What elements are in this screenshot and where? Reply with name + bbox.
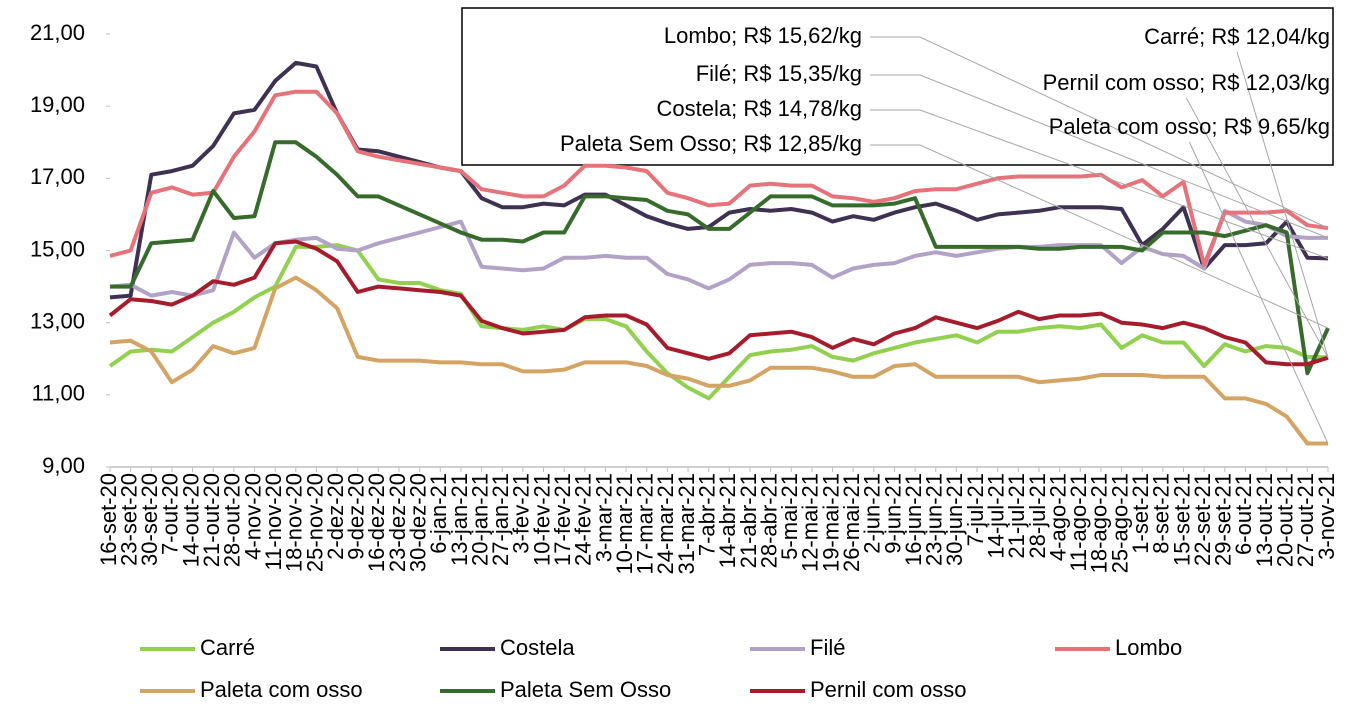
x-tick-label: 20-out-21: [1273, 473, 1298, 567]
x-tick-label: 23-jun-21: [922, 473, 947, 566]
x-tick-label: 17-fev-21: [550, 473, 575, 566]
x-tick-label: 21-jul-21: [1004, 473, 1029, 559]
x-tick-label: 27-jan-21: [488, 473, 513, 566]
x-tick-label: 5-mai-21: [777, 473, 802, 560]
annotation: Pernil com osso; R$ 12,03/kg: [1043, 70, 1330, 95]
x-tick-label: 3-fev-21: [509, 473, 534, 554]
x-tick-label: 4-ago-21: [1045, 473, 1070, 561]
x-tick-label: 27-out-21: [1293, 473, 1318, 567]
x-tick-label: 3-mar-21: [591, 473, 616, 562]
y-tick-label: 9,00: [42, 453, 85, 478]
x-tick-label: 30-jun-21: [942, 473, 967, 566]
leader-line: [1185, 97, 1329, 358]
y-tick-label: 21,00: [30, 20, 85, 45]
legend-label: Paleta Sem Osso: [500, 677, 671, 702]
annotation: Costela; R$ 14,78/kg: [657, 96, 862, 121]
x-tick-label: 4-nov-20: [240, 473, 265, 560]
x-tick-label: 14-out-20: [178, 473, 203, 567]
x-tick-label: 16-dez-20: [364, 473, 389, 572]
x-tick-label: 18-ago-21: [1087, 473, 1112, 573]
x-tick-label: 7-out-20: [158, 473, 183, 555]
x-tick-label: 10-fev-21: [529, 473, 554, 566]
series-line: [109, 208, 1328, 298]
x-tick-label: 28-out-20: [220, 473, 245, 567]
x-tick-label: 9-dez-20: [344, 473, 369, 560]
x-tick-label: 21-out-20: [199, 473, 224, 567]
x-tick-label: 25-nov-20: [302, 473, 327, 572]
series-line: [109, 89, 1329, 267]
leader-line: [1236, 51, 1329, 358]
x-tick-label: 18-nov-20: [282, 473, 307, 572]
x-tick-label: 26-mai-21: [839, 473, 864, 572]
x-tick-label: 31-mar-21: [674, 473, 699, 574]
series-line: [109, 275, 1328, 446]
x-tick-label: 10-mar-21: [612, 473, 637, 574]
leader-line: [870, 74, 1329, 239]
legend-label: Pernil com osso: [810, 677, 967, 702]
x-tick-label: 28-jul-21: [1025, 473, 1050, 559]
legend-label: Carré: [200, 635, 255, 660]
legend-label: Filé: [810, 635, 845, 660]
x-tick-label: 19-mai-21: [818, 473, 843, 572]
x-tick-label: 9-jun-21: [880, 473, 905, 554]
x-tick-label: 16-jun-21: [901, 473, 926, 566]
y-tick-label: 19,00: [30, 92, 85, 117]
x-tick-label: 15-set-21: [1169, 473, 1194, 566]
x-tick-label: 2-jun-21: [860, 473, 885, 554]
legend-label: Lombo: [1115, 635, 1182, 660]
x-tick-label: 23-dez-20: [385, 473, 410, 572]
annotation: Lombo; R$ 15,62/kg: [664, 23, 862, 48]
series-line: [110, 140, 1330, 376]
x-tick-label: 11-nov-20: [261, 473, 286, 570]
leader-line: [870, 144, 1329, 329]
x-tick-label: 13-out-21: [1252, 473, 1277, 567]
x-tick-label: 1-set-21: [1128, 473, 1153, 554]
annotation: Paleta com osso; R$ 9,65/kg: [1049, 114, 1330, 139]
annotation: Paleta Sem Osso; R$ 12,85/kg: [560, 131, 862, 156]
x-tick-label: 11-ago-21: [1066, 473, 1091, 572]
x-tick-label: 2-dez-20: [323, 473, 348, 560]
legend-label: Costela: [500, 635, 575, 660]
leader-line: [870, 109, 1329, 259]
annotation: Filé; R$ 15,35/kg: [696, 61, 862, 86]
x-tick-label: 21-abr-21: [736, 473, 761, 568]
y-tick-label: 13,00: [30, 308, 85, 333]
x-tick-label: 16-set-20: [96, 473, 121, 566]
x-tick-label: 28-abr-21: [756, 473, 781, 568]
x-tick-label: 22-set-21: [1190, 473, 1215, 566]
x-tick-label: 29-set-21: [1211, 473, 1236, 566]
y-tick-label: 15,00: [30, 236, 85, 261]
y-tick-label: 11,00: [32, 381, 85, 406]
x-tick-label: 23-set-20: [116, 473, 141, 566]
series-line: [108, 239, 1329, 367]
leader-line: [1188, 141, 1329, 444]
x-tick-label: 7-abr-21: [694, 473, 719, 556]
x-tick-label: 14-abr-21: [715, 473, 740, 568]
x-tick-label: 24-mar-21: [653, 473, 678, 574]
x-tick-label: 13-jan-21: [447, 473, 472, 566]
x-tick-label: 12-mai-21: [798, 473, 823, 572]
leader-line: [870, 36, 1329, 229]
x-tick-label: 6-jan-21: [426, 473, 451, 554]
annotation-box: [461, 7, 1334, 166]
x-tick-label: 8-set-21: [1149, 473, 1174, 554]
x-tick-label: 24-fev-21: [571, 473, 596, 566]
x-tick-label: 30-set-20: [137, 473, 162, 566]
x-tick-label: 30-dez-20: [405, 473, 430, 572]
y-tick-label: 17,00: [30, 164, 85, 189]
x-tick-label: 20-jan-21: [467, 473, 492, 566]
legend-label: Paleta com osso: [200, 677, 363, 702]
annotation: Carré; R$ 12,04/kg: [1144, 24, 1330, 49]
x-tick-label: 7-jul-21: [963, 473, 988, 546]
series-line: [109, 60, 1329, 300]
x-tick-label: 3-nov-21: [1314, 473, 1339, 560]
x-tick-label: 17-mar-21: [633, 473, 658, 574]
x-tick-label: 6-out-21: [1231, 473, 1256, 555]
x-tick-label: 25-ago-21: [1107, 473, 1132, 573]
x-tick-label: 14-jul-21: [984, 473, 1009, 559]
